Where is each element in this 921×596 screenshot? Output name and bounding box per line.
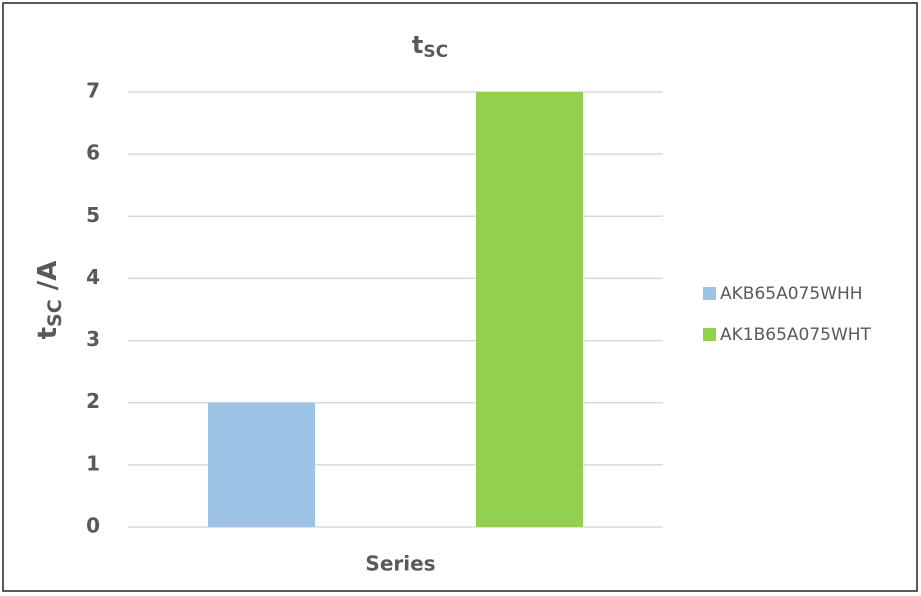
bar xyxy=(208,402,315,527)
legend-label: AKB65A075WHH xyxy=(720,284,863,304)
legend-swatch xyxy=(703,287,716,300)
y-label-suffix: /A xyxy=(33,261,63,300)
y-tick-label: 1 xyxy=(86,451,100,475)
y-label-text: t xyxy=(33,327,63,339)
y-tick-label: 7 xyxy=(86,79,100,103)
y-tick-label: 4 xyxy=(86,265,100,289)
chart-title: tSC xyxy=(412,31,448,62)
y-tick-label: 3 xyxy=(86,327,100,351)
title-text: t xyxy=(412,31,423,59)
legend-label: AK1B65A075WHT xyxy=(720,325,872,345)
x-tick-label: Series xyxy=(365,552,435,576)
y-tick-label: 6 xyxy=(86,141,100,165)
legend-swatch xyxy=(703,328,716,341)
bar xyxy=(476,92,583,527)
y-tick-label: 5 xyxy=(86,203,100,227)
y-axis-label: tSC /A xyxy=(33,261,66,340)
y-label-subscript: SC xyxy=(44,299,66,327)
title-subscript: SC xyxy=(423,42,448,62)
y-tick-label: 2 xyxy=(86,389,100,413)
y-tick-label: 0 xyxy=(86,514,100,538)
